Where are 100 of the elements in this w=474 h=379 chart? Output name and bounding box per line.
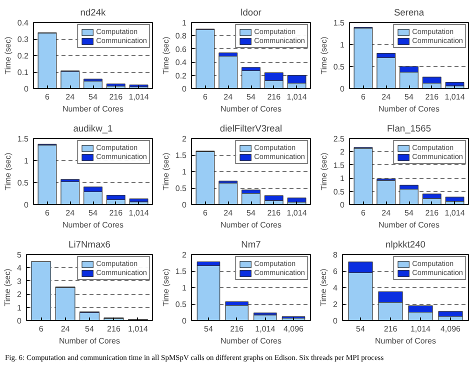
y-tick-label: 1 xyxy=(182,284,188,292)
y-axis-title: Time (sec) xyxy=(161,152,170,190)
y-axis-title: Time (sec) xyxy=(161,36,170,74)
x-axis-title: Number of Cores xyxy=(375,336,436,346)
y-tick-label: 1.5 xyxy=(17,134,30,144)
x-tick-label: 54 xyxy=(246,92,256,102)
y-tick-label: 1 xyxy=(17,303,22,312)
x-tick-label: 54 xyxy=(204,324,214,334)
x-tick-label: 1,014 xyxy=(128,92,150,102)
y-tick-label: 0 xyxy=(182,84,188,94)
y-axis-title: Time (sec) xyxy=(319,268,328,306)
x-tick-label: 54 xyxy=(404,208,414,218)
x-axis-title: Number of Cores xyxy=(378,220,440,230)
y-tick-label: 1.5 xyxy=(333,18,346,28)
y-tick-label: 0.4 xyxy=(175,58,188,68)
y-tick-label: 0.5 xyxy=(333,187,346,196)
y-tick-label: 0.6 xyxy=(175,44,188,54)
y-tick-label: 0.5 xyxy=(17,178,30,188)
x-tick-label: 24 xyxy=(382,208,392,218)
x-tick-label: 24 xyxy=(66,208,76,218)
y-tick-label: 1.5 xyxy=(333,160,346,170)
y-tick-label: 2 xyxy=(17,290,22,300)
x-tick-label: 4,096 xyxy=(440,324,462,334)
y-axis-title: Time (sec) xyxy=(3,268,12,306)
y-tick-label: 5 xyxy=(17,250,22,260)
x-axis-title: Number of Cores xyxy=(62,220,124,230)
y-tick-label: 0.2 xyxy=(17,52,30,60)
x-tick-label: 6 xyxy=(203,92,208,102)
y-axis-title: Time (sec) xyxy=(3,152,12,190)
x-tick-label: 54 xyxy=(85,324,94,334)
x-tick-label: 216 xyxy=(384,324,398,334)
y-tick-label: 0.5 xyxy=(175,300,188,309)
y-tick-label: 8 xyxy=(333,250,338,260)
chart-title: dielFilterV3real xyxy=(220,124,282,134)
x-tick-label: 216 xyxy=(230,324,244,334)
y-tick-label: 1 xyxy=(182,168,188,176)
y-tick-label: 0 xyxy=(333,316,338,326)
x-tick-label: 216 xyxy=(425,208,440,218)
chart-title: nlpkkt240 xyxy=(386,240,426,250)
y-tick-label: 1.5 xyxy=(175,151,188,160)
y-tick-label: 0 xyxy=(340,84,346,94)
y-tick-label: 1 xyxy=(340,174,346,184)
x-axis-title: Number of Cores xyxy=(62,104,124,114)
x-tick-label: 216 xyxy=(267,208,282,218)
x-tick-label: 216 xyxy=(425,92,440,102)
y-tick-label: 2 xyxy=(340,148,346,157)
chart-title: nd24k xyxy=(80,8,106,18)
y-tick-label: 0 xyxy=(24,200,30,210)
x-tick-label: 216 xyxy=(109,92,124,102)
x-tick-label: 24 xyxy=(224,208,234,218)
y-tick-label: 0.5 xyxy=(333,62,346,72)
x-tick-label: 6 xyxy=(203,208,208,218)
x-tick-label: 54 xyxy=(88,208,98,218)
x-tick-label: 1,014 xyxy=(444,208,466,218)
y-tick-label: 2 xyxy=(182,134,188,144)
chart-title: Nm7 xyxy=(241,240,261,250)
chart-title: ldoor xyxy=(240,8,262,18)
x-tick-label: 1,014 xyxy=(255,324,276,334)
y-axis-title: Time (sec) xyxy=(319,152,328,190)
y-tick-label: 1 xyxy=(340,40,346,50)
y-tick-label: 0.1 xyxy=(17,68,30,77)
y-tick-label: 1 xyxy=(24,156,30,166)
x-tick-label: 1,014 xyxy=(128,324,149,334)
x-tick-label: 6 xyxy=(38,324,44,334)
x-tick-label: 1,014 xyxy=(410,324,432,334)
y-tick-label: 0 xyxy=(182,200,188,210)
x-tick-label: 1,014 xyxy=(286,208,308,218)
y-tick-label: 0 xyxy=(340,200,346,210)
x-tick-label: 24 xyxy=(60,324,70,334)
x-tick-label: 54 xyxy=(356,324,366,334)
y-tick-label: 0.2 xyxy=(175,71,188,80)
y-tick-label: 0.8 xyxy=(175,32,188,41)
x-tick-label: 54 xyxy=(88,92,98,102)
y-tick-label: 4 xyxy=(333,284,338,292)
x-tick-label: 216 xyxy=(109,208,124,218)
y-tick-label: 1.5 xyxy=(175,267,188,276)
y-axis-title: Time (sec) xyxy=(319,36,328,74)
y-tick-label: 2 xyxy=(182,250,188,260)
chart-title: audikw_1 xyxy=(73,124,113,134)
chart-title: Li7Nmax6 xyxy=(68,240,111,250)
chart-title: Flan_1565 xyxy=(386,124,432,134)
y-tick-label: 3 xyxy=(17,276,22,286)
y-tick-label: 4 xyxy=(17,264,22,273)
x-tick-label: 216 xyxy=(267,92,282,102)
y-tick-label: 6 xyxy=(333,267,338,276)
x-tick-label: 4,096 xyxy=(283,324,304,334)
x-tick-label: 24 xyxy=(224,92,234,102)
y-tick-label: 0 xyxy=(17,316,22,326)
x-tick-label: 24 xyxy=(382,92,392,102)
x-axis-title: Number of Cores xyxy=(378,104,440,114)
y-tick-label: 2 xyxy=(333,300,338,309)
x-axis-title: Number of Cores xyxy=(59,336,120,346)
x-axis-title: Number of Cores xyxy=(220,336,282,346)
y-tick-label: 2.5 xyxy=(333,134,346,144)
y-tick-label: 1 xyxy=(182,18,188,28)
x-axis-title: Number of Cores xyxy=(220,104,282,114)
x-tick-label: 24 xyxy=(66,92,76,102)
y-axis-title: Time (sec) xyxy=(3,36,12,74)
y-tick-label: 0 xyxy=(182,316,188,326)
x-tick-label: 1,014 xyxy=(444,92,466,102)
